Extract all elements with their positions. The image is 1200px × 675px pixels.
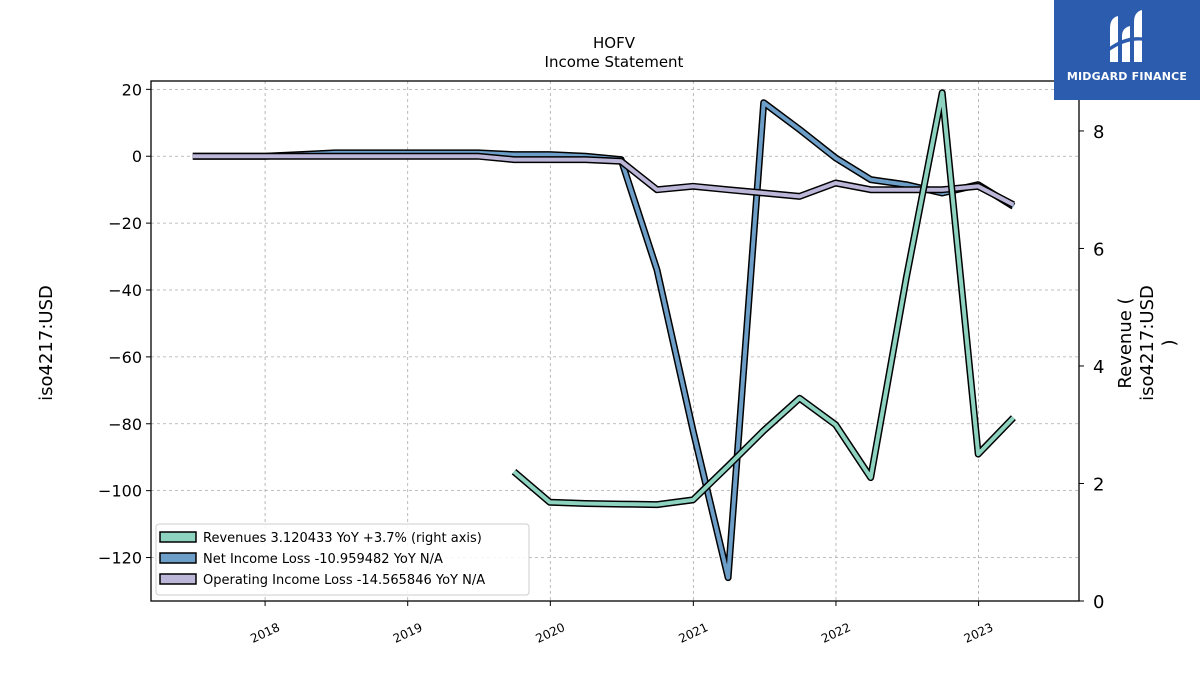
x-tick-label: 2018 xyxy=(248,620,282,646)
series-line-revenues xyxy=(512,90,1015,507)
chart-title: HOFV xyxy=(593,34,636,52)
left-tick-label: 0 xyxy=(132,147,142,166)
x-axis: 2018 2019 2020 2021 2022 2023 xyxy=(248,601,995,646)
y-axis-label-right-line-1: Revenue ( xyxy=(1115,297,1136,388)
x-tick-label: 2020 xyxy=(534,620,568,646)
legend-label-net-income-loss: Net Income Loss -10.959482 YoY N/A xyxy=(203,552,443,567)
x-tick-label: 2022 xyxy=(819,620,853,646)
legend-swatch-revenues xyxy=(159,531,197,543)
left-tick-label: −80 xyxy=(108,415,142,434)
right-tick-label: 2 xyxy=(1093,474,1104,495)
right-tick-label: 6 xyxy=(1093,239,1104,260)
legend-label-revenues: Revenues 3.120433 YoY +3.7% (right axis) xyxy=(203,531,482,546)
legend-swatch-operating-income-loss xyxy=(159,573,197,585)
y-axis-label-left: iso4217:USD xyxy=(36,285,57,401)
legend-label-operating-income-loss: Operating Income Loss -14.565846 YoY N/A xyxy=(203,573,485,588)
brand-name: MIDGARD FINANCE xyxy=(1066,70,1188,83)
midgard-logo-icon xyxy=(1108,10,1146,62)
right-tick-label: 8 xyxy=(1093,122,1104,143)
left-tick-label: −20 xyxy=(108,214,142,233)
right-tick-label: 4 xyxy=(1093,357,1104,378)
left-tick-label: −40 xyxy=(108,281,142,300)
legend-swatch-net-income-loss xyxy=(159,552,197,564)
legend-box xyxy=(155,523,530,596)
left-tick-label: −60 xyxy=(108,348,142,367)
y-axis-label-right-line-3: ) xyxy=(1159,339,1180,346)
chart-title-block: HOFV Income Statement xyxy=(545,34,684,71)
legend: Revenues 3.120433 YoY +3.7% (right axis)… xyxy=(155,523,530,596)
y-axis-label-right: Revenue ( iso4217:USD ) xyxy=(1115,285,1180,401)
left-axis: 20 0 −20 −40 −60 −80 −100 −120 xyxy=(98,80,151,568)
y-axis-label-right-line-2: iso4217:USD xyxy=(1137,285,1158,401)
chart-subtitle: Income Statement xyxy=(545,53,684,71)
right-tick-label: 0 xyxy=(1093,592,1104,613)
x-tick-label: 2021 xyxy=(677,620,711,646)
x-tick-label: 2023 xyxy=(962,620,996,646)
brand-logo: MIDGARD FINANCE xyxy=(1054,0,1200,100)
x-tick-label: 2019 xyxy=(391,620,425,646)
left-tick-label: 20 xyxy=(122,80,142,99)
plot-frame xyxy=(150,80,1080,602)
series-line-operating-income-loss xyxy=(192,154,1015,207)
right-axis: 8 6 4 2 0 xyxy=(1079,122,1104,613)
plot-series xyxy=(192,89,1016,582)
left-tick-label: −120 xyxy=(98,549,142,568)
left-tick-label: −100 xyxy=(98,482,142,501)
